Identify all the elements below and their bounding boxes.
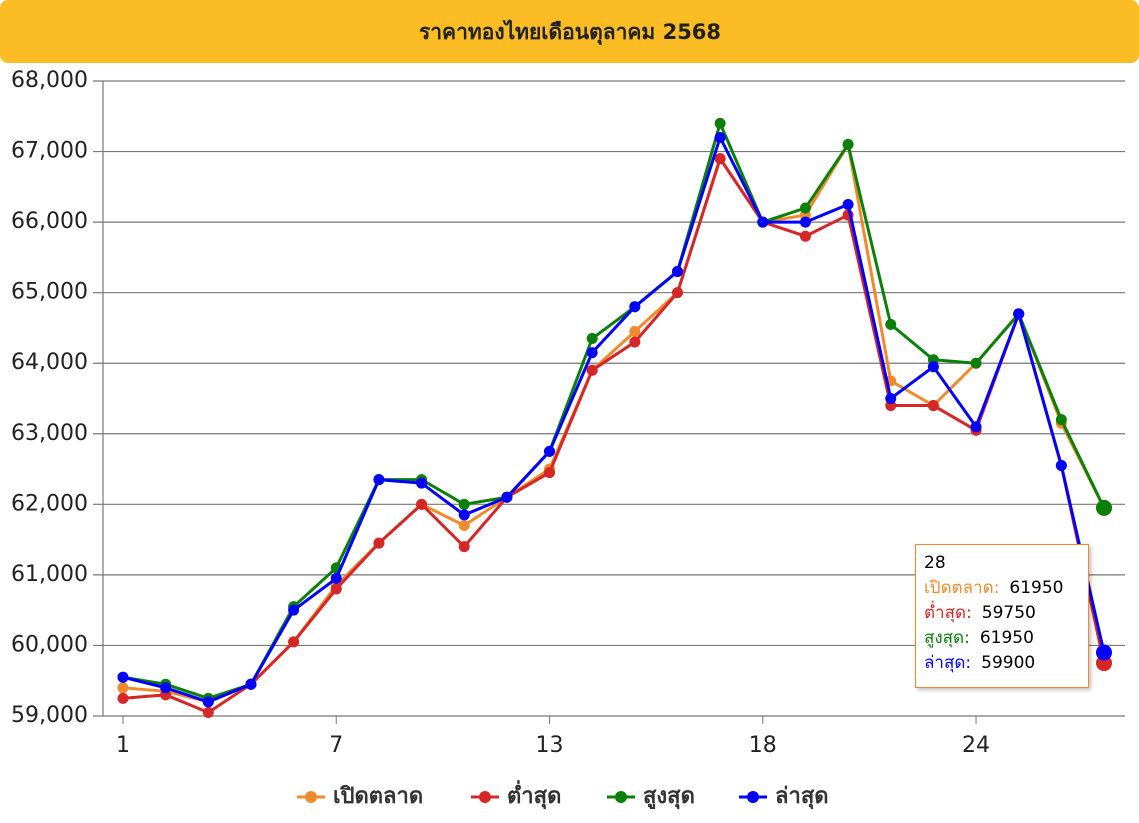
data-point xyxy=(330,572,342,584)
tooltip-series: ล่าสุด xyxy=(924,653,971,673)
legend-swatch-dot xyxy=(747,791,759,803)
x-tick-label: 7 xyxy=(329,733,343,758)
y-tick-label: 63,000 xyxy=(11,421,88,446)
tooltip-value: 59900 xyxy=(981,653,1036,673)
data-point xyxy=(586,347,598,359)
data-point xyxy=(970,357,982,369)
tooltip-row: ต่ำสุด 59750 xyxy=(924,601,1080,626)
data-point xyxy=(288,604,300,616)
data-point xyxy=(544,467,556,479)
data-point xyxy=(629,301,641,313)
x-tick-label: 24 xyxy=(962,733,990,758)
y-tick-label: 62,000 xyxy=(11,491,88,516)
data-point xyxy=(117,692,129,704)
x-tick-label: 18 xyxy=(749,733,777,758)
data-point xyxy=(416,477,428,489)
data-point xyxy=(799,202,811,214)
data-point xyxy=(202,696,214,708)
series-line xyxy=(122,155,1106,715)
data-point xyxy=(586,333,598,345)
legend-label: เปิดตลาด xyxy=(333,784,423,809)
legend-swatch-dot xyxy=(479,791,491,803)
tooltip-value: 59750 xyxy=(981,603,1036,623)
data-point xyxy=(1096,499,1112,516)
legend-label: ต่ำสุด xyxy=(507,779,561,810)
data-point xyxy=(842,139,854,150)
data-point xyxy=(885,318,897,330)
data-point xyxy=(373,537,385,549)
data-point xyxy=(671,287,683,299)
tooltip-series: ต่ำสุด xyxy=(924,603,972,623)
tooltip-title: 28 xyxy=(924,553,946,573)
data-point xyxy=(373,474,385,486)
data-point xyxy=(288,636,300,648)
data-point xyxy=(1096,644,1112,661)
y-tick-label: 68,000 xyxy=(11,68,88,93)
data-point xyxy=(458,520,470,531)
data-point xyxy=(1055,460,1067,472)
data-point xyxy=(458,509,470,521)
tooltip-row: ล่าสุด 59900 xyxy=(924,651,1080,676)
y-tick-label: 65,000 xyxy=(11,280,88,305)
tooltip-series: สูงสุด xyxy=(924,628,970,648)
data-point xyxy=(416,498,428,510)
tooltip: 28 เปิดตลาด 61950 ต่ำสุด 59750 สูงสุด 61950 ล่… xyxy=(915,544,1089,688)
title-bar xyxy=(0,0,1139,63)
data-point xyxy=(714,117,726,129)
data-point xyxy=(970,421,982,433)
data-point xyxy=(117,671,129,683)
data-point xyxy=(671,266,683,277)
y-tick-label: 66,000 xyxy=(11,209,88,234)
data-point xyxy=(586,364,598,376)
legend-label: ล่าสุด xyxy=(775,784,829,810)
data-point xyxy=(757,216,769,228)
data-point xyxy=(458,541,470,553)
data-point xyxy=(202,706,214,718)
data-point xyxy=(714,153,726,165)
x-tick-label: 13 xyxy=(536,733,564,758)
data-point xyxy=(501,491,513,503)
tooltip-row: สูงสุด 61950 xyxy=(924,626,1080,651)
data-point xyxy=(160,682,172,694)
data-point xyxy=(799,230,811,242)
tooltip-row: เปิดตลาด 61950 xyxy=(924,576,1080,601)
data-point xyxy=(544,445,556,457)
y-tick-label: 67,000 xyxy=(11,139,88,164)
y-tick-label: 64,000 xyxy=(11,350,88,375)
data-point xyxy=(1055,414,1067,426)
data-point xyxy=(885,393,897,404)
data-point xyxy=(330,583,342,595)
legend-swatch-dot xyxy=(305,791,317,803)
data-point xyxy=(799,216,811,228)
chart-title: ราคาทองไทยเดือนตุลาคม 2568 xyxy=(419,19,721,46)
data-point xyxy=(629,336,641,348)
data-point xyxy=(927,400,939,412)
tooltip-series: เปิดตลาด xyxy=(924,578,999,598)
y-tick-label: 60,000 xyxy=(11,632,88,657)
data-point xyxy=(458,498,470,510)
y-tick-label: 59,000 xyxy=(11,703,88,728)
y-tick-label: 61,000 xyxy=(11,562,88,587)
data-point xyxy=(714,131,726,143)
legend-swatch-dot xyxy=(615,791,627,803)
tooltip-value: 61950 xyxy=(1009,578,1064,598)
data-point xyxy=(117,682,129,694)
data-point xyxy=(1013,308,1025,320)
data-point xyxy=(842,198,854,210)
tooltip-value: 61950 xyxy=(979,628,1034,648)
data-point xyxy=(245,678,257,690)
data-point xyxy=(629,325,641,337)
series-line xyxy=(122,133,1106,704)
x-tick-label: 1 xyxy=(116,733,130,758)
data-point xyxy=(927,361,939,373)
legend-label: สูงสุด xyxy=(643,784,695,810)
